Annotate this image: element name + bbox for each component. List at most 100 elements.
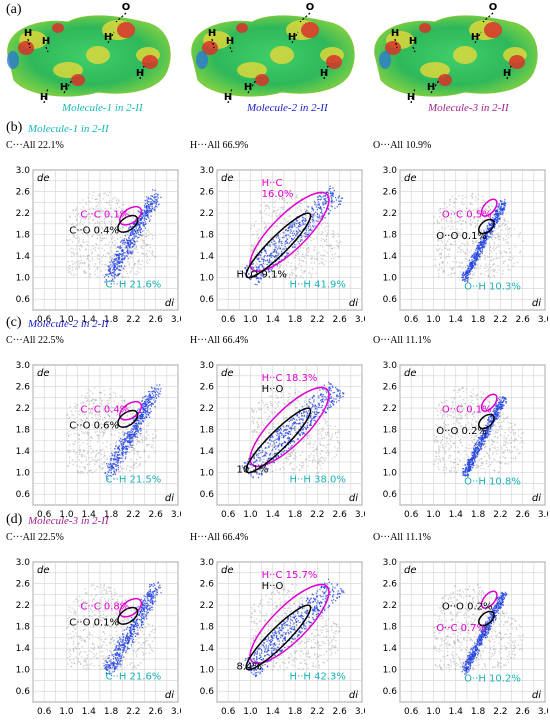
y-tick-label: 3.0 (16, 361, 31, 371)
y-tick-label: 0.6 (16, 490, 31, 500)
atom-label: H (244, 82, 252, 93)
x-tick-label: 3.0 (355, 315, 365, 325)
y-tick-label: 3.0 (383, 361, 398, 371)
x-tick-label: 2.2 (310, 315, 324, 325)
x-tick-label: 1.4 (449, 707, 464, 717)
contact-annotation: C··H 21.6% (106, 279, 162, 290)
panel-c-label: (c) (6, 315, 22, 331)
x-axis-label: di (165, 690, 174, 701)
y-axis-label: de (221, 565, 234, 576)
x-tick-label: 2.6 (333, 707, 348, 717)
contact-annotation: H··O (262, 581, 284, 592)
x-tick-label: 2.2 (126, 510, 140, 520)
y-axis-label: de (404, 173, 417, 184)
molecule-1-caption: Molecule-1 in 2-II (62, 102, 143, 114)
y-tick-label: 2.2 (383, 404, 397, 414)
contact-annotation: H··H 42.3% (290, 671, 346, 682)
y-axis-label: de (221, 368, 234, 379)
x-tick-label: 1.8 (288, 315, 303, 325)
x-tick-label: 1.4 (82, 707, 97, 717)
x-tick-label: 1.0 (243, 707, 258, 717)
x-tick-label: 3.0 (538, 510, 548, 520)
x-tick-label: 1.8 (104, 707, 119, 717)
y-axis-label: de (404, 565, 417, 576)
y-tick-label: 2.2 (16, 601, 30, 611)
atom-label: H (471, 32, 479, 43)
x-tick-label: 3.0 (355, 707, 365, 717)
contact-annotation: C··O 0.1% (69, 618, 119, 629)
x-tick-label: 2.6 (149, 315, 164, 325)
y-tick-label: 1.4 (383, 447, 398, 457)
y-tick-label: 0.6 (200, 295, 215, 305)
y-tick-label: 1.4 (200, 447, 215, 457)
atom-label: H (409, 36, 417, 47)
y-tick-label: 1.4 (383, 644, 398, 654)
row-molecule-title: Molecule-3 in 2-II (28, 515, 109, 527)
atom-label: O (122, 2, 131, 13)
y-axis-label: de (221, 173, 234, 184)
row-molecule-title: Molecule-2 in 2-II (28, 318, 109, 330)
y-tick-label: 3.0 (200, 558, 215, 568)
y-tick-label: 1.0 (383, 666, 398, 676)
x-tick-label: 1.8 (471, 510, 486, 520)
x-tick-label: 0.6 (404, 315, 419, 325)
y-tick-label: 2.2 (383, 601, 397, 611)
x-tick-label: 2.2 (493, 707, 507, 717)
x-tick-label: 1.4 (266, 510, 281, 520)
atom-label: H (24, 28, 32, 39)
atom-label: H (391, 28, 399, 39)
y-tick-label: 0.6 (383, 687, 398, 697)
contact-annotation: H··H 38.0% (290, 474, 346, 485)
y-tick-label: 1.8 (200, 231, 215, 241)
x-tick-label: 3.0 (538, 707, 548, 717)
y-tick-label: 1.8 (16, 623, 31, 633)
y-tick-label: 3.0 (383, 558, 398, 568)
y-tick-label: 3.0 (16, 166, 31, 176)
x-tick-label: 1.4 (449, 315, 464, 325)
y-tick-label: 3.0 (200, 166, 215, 176)
x-tick-label: 0.6 (221, 707, 236, 717)
contact-annotation: C··H 21.6% (106, 671, 162, 682)
y-tick-label: 2.6 (16, 188, 31, 198)
x-tick-label: 0.6 (221, 510, 236, 520)
fingerprint-plot: 0.61.01.41.82.22.63.03.02.62.21.81.41.00… (190, 150, 365, 335)
panel-b-label: (b) (6, 120, 22, 136)
x-tick-label: 2.2 (126, 315, 140, 325)
y-tick-label: 1.0 (16, 274, 31, 284)
y-tick-label: 2.6 (16, 383, 31, 393)
y-tick-label: 1.4 (200, 644, 215, 654)
x-tick-label: 1.0 (426, 315, 441, 325)
y-tick-label: 1.8 (16, 426, 31, 436)
fingerprint-plot: 0.61.01.41.82.22.63.03.02.62.21.81.41.00… (190, 345, 365, 530)
x-axis-label: di (532, 690, 541, 701)
y-tick-label: 1.4 (383, 252, 398, 262)
contact-annotation: O··C 0.7% (436, 623, 486, 634)
x-axis-label: di (349, 298, 358, 309)
y-tick-label: 1.4 (16, 644, 31, 654)
x-tick-label: 2.2 (310, 510, 324, 520)
contact-annotation: 10.1% (237, 465, 269, 476)
x-tick-label: 2.6 (333, 510, 348, 520)
contact-annotation: O··H 10.3% (464, 282, 521, 293)
y-tick-label: 1.4 (16, 252, 31, 262)
y-tick-label: 0.6 (16, 295, 31, 305)
fingerprint-plot: 0.61.01.41.82.22.63.03.02.62.21.81.41.00… (190, 542, 365, 727)
x-tick-label: 2.6 (149, 707, 164, 717)
y-tick-label: 2.2 (16, 404, 30, 414)
x-tick-label: 2.6 (516, 315, 531, 325)
y-axis-label: de (37, 173, 50, 184)
atom-label: H (104, 32, 112, 43)
fingerprint-plot: 0.61.01.41.82.22.63.03.02.62.21.81.41.00… (6, 345, 181, 530)
contact-annotation: O··O 0.2% (442, 601, 493, 612)
y-tick-label: 1.4 (16, 447, 31, 457)
y-tick-label: 1.8 (200, 623, 215, 633)
contact-annotation: H··C (262, 178, 283, 189)
y-tick-label: 2.6 (383, 383, 398, 393)
x-tick-label: 3.0 (171, 707, 181, 717)
x-axis-label: di (349, 690, 358, 701)
x-tick-label: 3.0 (171, 315, 181, 325)
contact-annotation: H··C 18.3% (262, 373, 318, 384)
